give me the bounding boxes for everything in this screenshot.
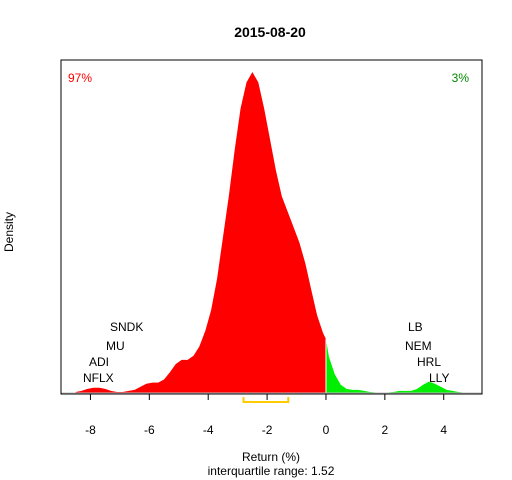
x-tick-label: 0 <box>323 423 330 437</box>
positive-share-label: 3% <box>452 71 470 85</box>
x-tick-label: -8 <box>85 423 96 437</box>
right-tail-stock-label: LLY <box>429 371 449 385</box>
iqr-bracket <box>242 397 290 403</box>
x-tick-label: 4 <box>440 423 447 437</box>
x-tick-label: -6 <box>144 423 155 437</box>
left-tail-stock-label: MU <box>106 339 125 353</box>
y-axis-label: Density <box>2 212 16 252</box>
chart-title: 2015-08-20 <box>234 24 306 40</box>
left-tail-stock-label: NFLX <box>83 371 114 385</box>
x-tick-label: 2 <box>382 423 389 437</box>
right-tail-stock-label: NEM <box>405 339 432 353</box>
iqr-subtitle: interquartile range: 1.52 <box>208 464 335 478</box>
right-tail-stock-label: LB <box>408 320 423 334</box>
x-tick-label: -4 <box>203 423 214 437</box>
left-tail-stock-label: ADI <box>89 355 109 369</box>
right-tail-stock-label: HRL <box>417 355 441 369</box>
negative-density-area <box>75 72 326 393</box>
x-tick-label: -2 <box>262 423 273 437</box>
positive-density-area <box>325 339 468 393</box>
plot-frame <box>60 59 483 395</box>
negative-share-label: 97% <box>68 71 92 85</box>
x-axis-label: Return (%) <box>242 450 300 464</box>
left-tail-stock-label: SNDK <box>110 320 143 334</box>
